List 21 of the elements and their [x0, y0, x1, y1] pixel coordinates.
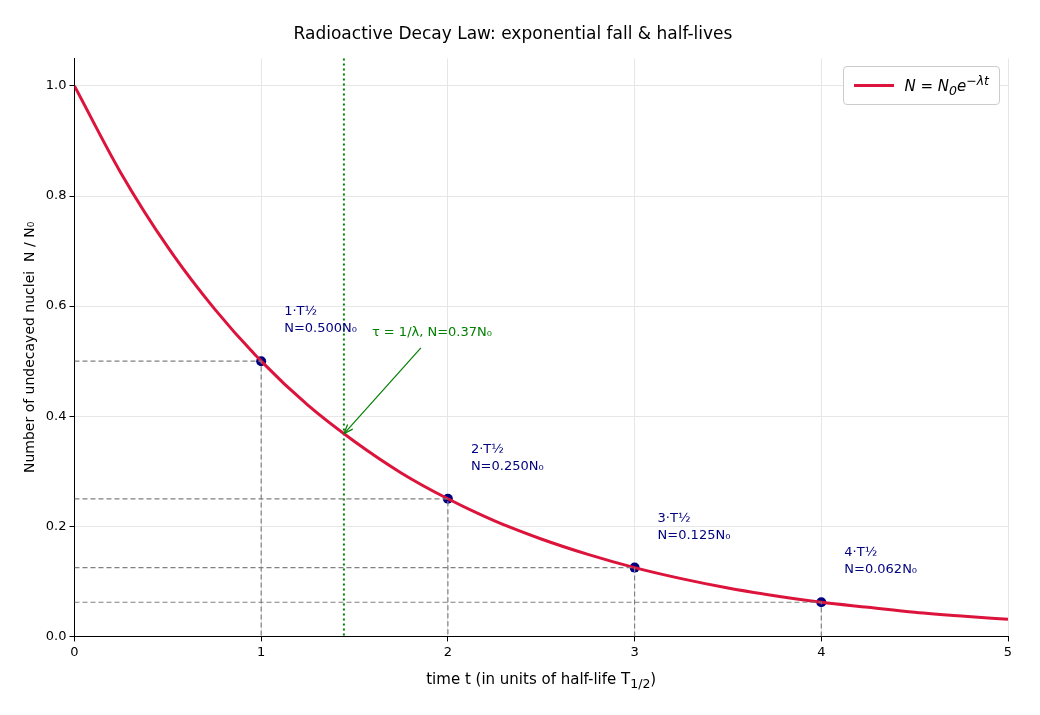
y-axis-title: Number of undecayed nuclei N / N₀ [21, 221, 38, 474]
y-tick-label: 1.0 [45, 77, 67, 93]
annotation: 4·T½ N=0.062N₀ [844, 544, 918, 577]
y-tick-label: 0.4 [45, 407, 67, 423]
x-tick-label: 2 [443, 643, 453, 659]
y-tick-label: 0.0 [45, 627, 67, 643]
legend-label: N = N$_{0}$e$^{−λt}$ [904, 73, 989, 99]
annotation: 3·T½ N=0.125N₀ [657, 509, 731, 542]
y-tick-label: 0.2 [45, 517, 67, 533]
annotation: τ = 1/λ, N=0.37N₀ [371, 323, 492, 339]
x-tick-label: 3 [630, 643, 639, 659]
x-axis-title: time t (in units of half-life T$_{1/2}$) [425, 670, 658, 692]
annotation: 2·T½ N=0.250N₀ [470, 440, 544, 473]
annotation: 1·T½ N=0.500N₀ [284, 303, 357, 336]
x-tick-label: 5 [1003, 643, 1013, 659]
x-tick-label: 0 [70, 643, 79, 659]
y-tick-label: 0.8 [45, 187, 67, 203]
chart-title: Radioactive Decay Law: exponential fall & half-lives [293, 22, 733, 43]
x-tick-label: 4 [817, 643, 826, 659]
y-tick-label: 0.6 [45, 297, 67, 313]
x-tick-label: 1 [257, 643, 266, 659]
